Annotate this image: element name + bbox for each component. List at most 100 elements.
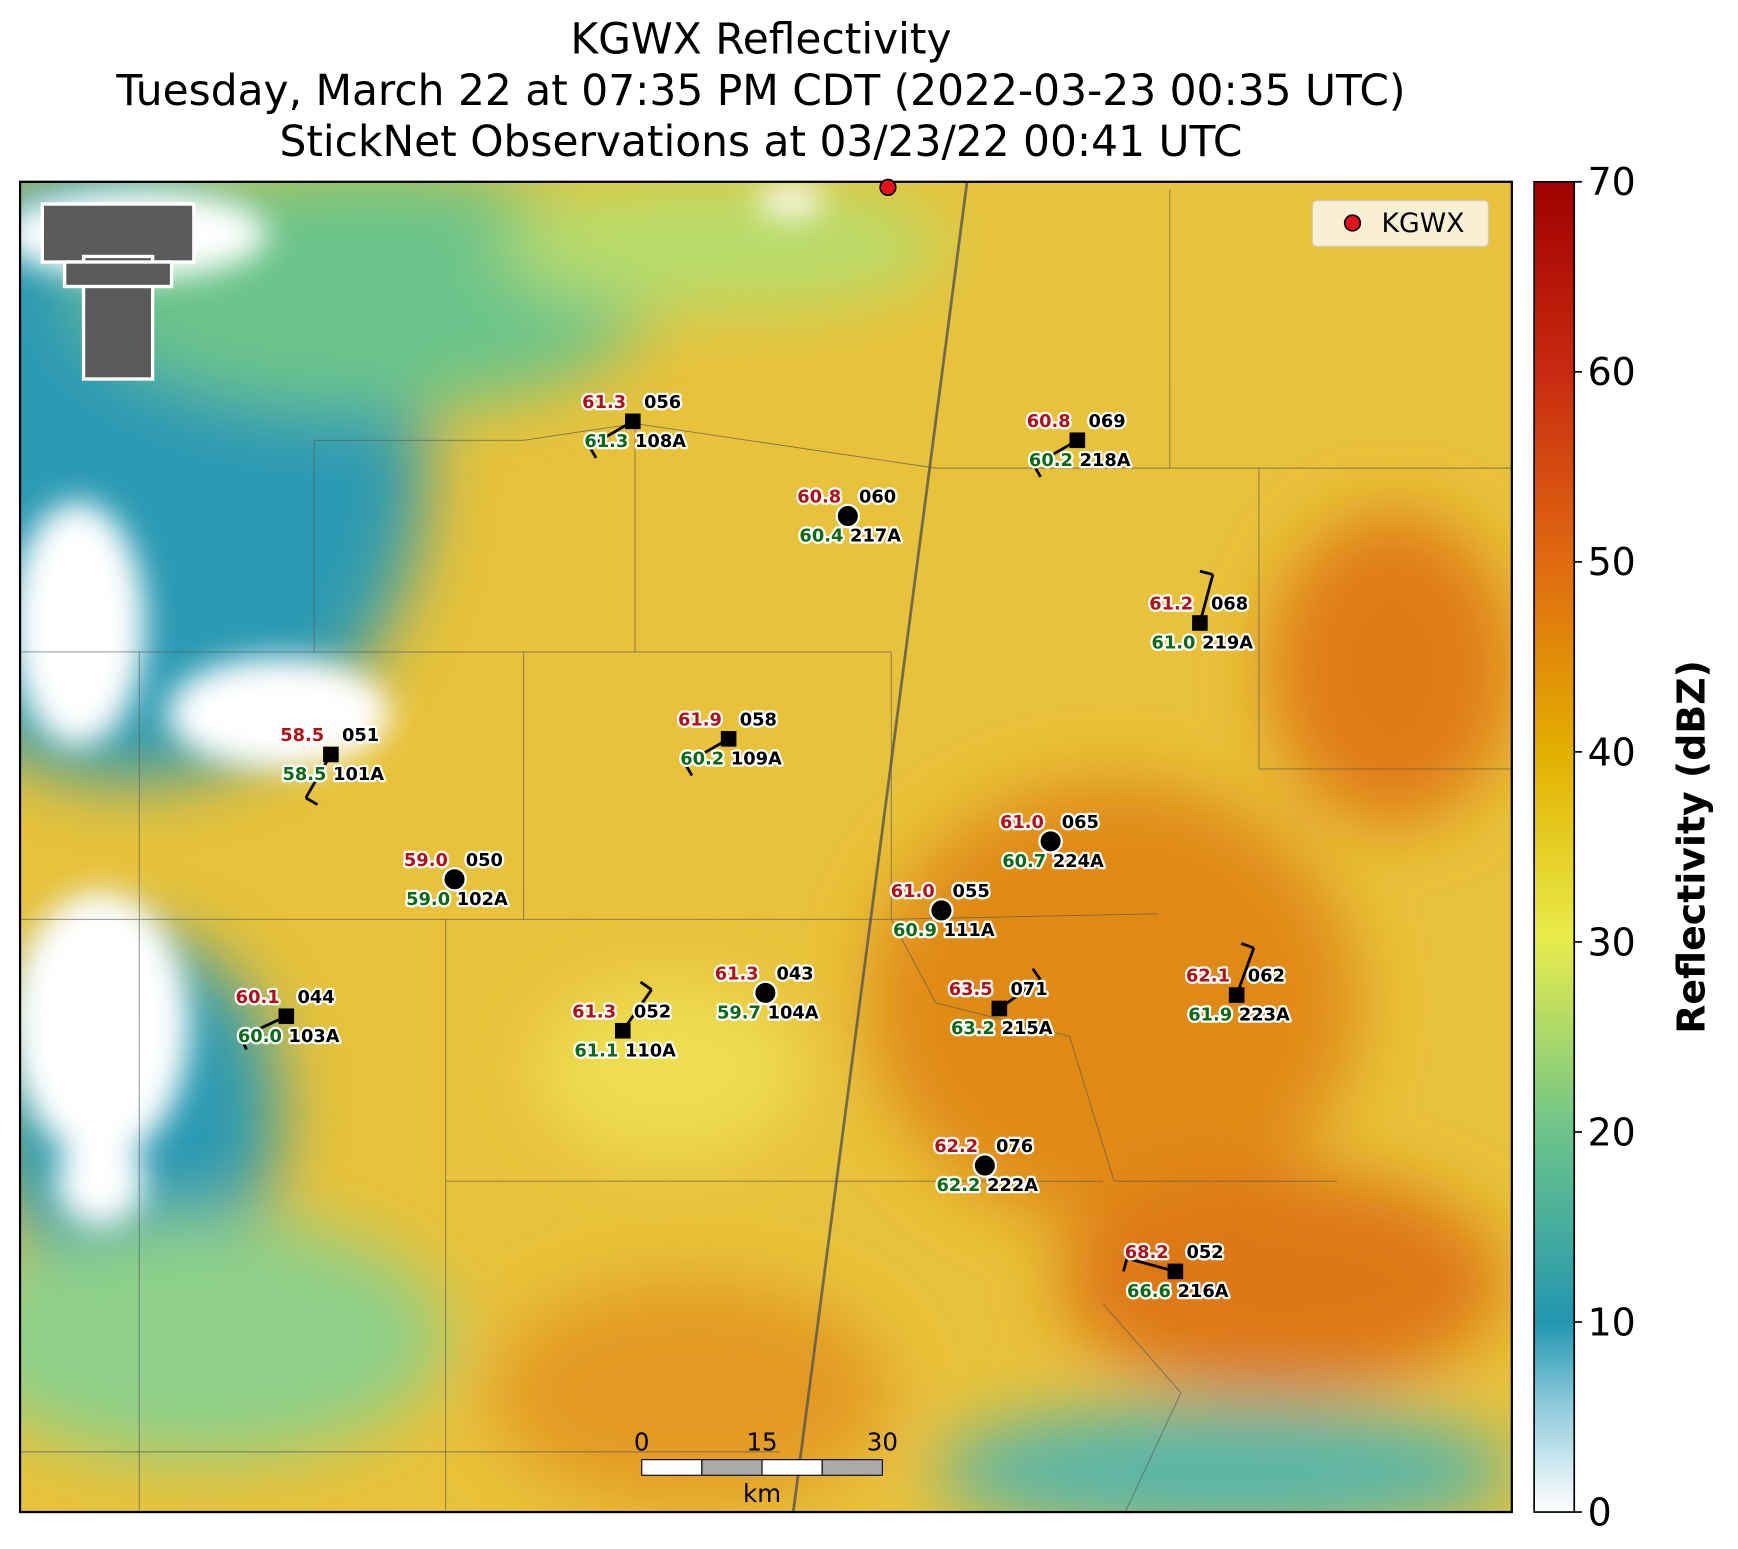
station: 61.9 058 60.2 109A: [676, 707, 784, 777]
dewpoint: 61.3: [584, 431, 628, 452]
dewpoint: 60.9: [893, 920, 937, 941]
title-line: StickNet Observations at 03/23/22 00:41 …: [279, 117, 1242, 166]
wind-barb-flag: [683, 763, 694, 777]
station-marker: [614, 1022, 631, 1039]
temperature: 58.5: [280, 725, 324, 746]
legend: KGWX: [1311, 200, 1489, 247]
scale-segment: [761, 1459, 823, 1476]
scale-tick-label: 15: [746, 1428, 777, 1457]
dewpoint: 59.0: [406, 889, 450, 910]
temperature: 60.1: [236, 987, 280, 1008]
dewpoint: 63.2: [951, 1018, 995, 1039]
colorbar-tick-label: 20: [1588, 1110, 1636, 1154]
wind-barb-flag: [588, 445, 598, 459]
station-id: 052: [1187, 1242, 1224, 1263]
station: 62.1 062 61.9 223A: [1184, 942, 1292, 1028]
temperature: 61.0: [1000, 812, 1044, 833]
dewpoint: 60.0: [238, 1026, 282, 1047]
station-marker: [1192, 615, 1208, 631]
dewpoint: 59.7: [717, 1002, 761, 1023]
scale-segment: [701, 1459, 763, 1476]
wind-barb-flag: [1032, 464, 1042, 478]
colorbar: Reflectivity (dBZ) 0 10 20 30 40 50 60 70: [1533, 160, 1714, 1534]
station-name: 224A: [1053, 851, 1104, 872]
station-marker: [753, 980, 778, 1006]
dewpoint: 60.7: [1002, 851, 1046, 872]
station-name: 111A: [944, 920, 995, 941]
station-id: 058: [740, 709, 777, 730]
dewpoint: 58.5: [282, 764, 326, 785]
temperature: 61.2: [1149, 594, 1193, 615]
temperature: 61.3: [582, 392, 626, 413]
station-marker: [278, 1008, 295, 1025]
no-echo-areas: [20, 185, 825, 1226]
temperature: 63.5: [949, 979, 993, 1000]
station-marker: [720, 731, 737, 747]
station-marker: [929, 898, 954, 923]
station-id: 052: [634, 1001, 671, 1022]
temperature: 60.8: [1027, 411, 1071, 432]
wind-barb-flag: [1199, 569, 1214, 576]
station-marker: [991, 1000, 1008, 1017]
station-id: 060: [859, 487, 896, 508]
station-marker: [1069, 432, 1086, 449]
station-marker: [1038, 829, 1063, 854]
station-name: 216A: [1178, 1281, 1229, 1302]
station-id: 065: [1062, 812, 1099, 833]
station: 61.0 055 60.9 111A: [889, 879, 998, 943]
station-marker: [835, 503, 861, 529]
colorbar-label: Reflectivity (dBZ): [1670, 660, 1714, 1034]
station: 62.2 076 62.2 222A: [932, 1134, 1041, 1198]
ttu-logo: [40, 202, 196, 381]
station-name: 108A: [635, 431, 686, 452]
colorbar-tick-label: 60: [1588, 350, 1636, 394]
station-name: 215A: [1002, 1018, 1053, 1039]
station-marker: [323, 746, 339, 763]
scale-tick-label: 0: [634, 1428, 650, 1457]
highway: [791, 181, 969, 1513]
dewpoint: 60.2: [1029, 450, 1073, 471]
dewpoint: 61.1: [574, 1040, 618, 1061]
colorbar-tick-label: 10: [1588, 1300, 1636, 1344]
temperature: 61.3: [572, 1001, 616, 1022]
colorbar-tick-label: 70: [1588, 160, 1636, 204]
temperature: 61.0: [891, 881, 935, 902]
colorbar-tick-label: 0: [1588, 1490, 1612, 1534]
station: 60.8 069 60.2 218A: [1024, 409, 1133, 478]
station-id: 055: [953, 881, 990, 902]
station-id: 068: [1211, 594, 1248, 615]
station: 61.3 043 59.7 104A: [713, 961, 822, 1025]
station-id: 050: [466, 850, 503, 871]
station: 63.5 071 63.2 215A: [946, 967, 1055, 1041]
title-line: Tuesday, March 22 at 07:35 PM CDT (2022-…: [115, 66, 1405, 115]
station-name: 109A: [731, 748, 782, 769]
station: 61.2 068 61.0 219A: [1147, 569, 1256, 656]
station-id: 044: [297, 987, 334, 1008]
wind-barb-flag: [639, 980, 653, 991]
dewpoint: 61.0: [1151, 633, 1195, 654]
wind-barb-flag: [305, 796, 319, 806]
legend-box: [1311, 200, 1489, 247]
station-name: 104A: [768, 1002, 819, 1023]
temperature: 61.9: [678, 709, 722, 730]
scale-tick-label: 30: [867, 1428, 898, 1457]
station-name: 110A: [625, 1040, 676, 1061]
station-marker: [972, 1153, 998, 1178]
station-name: 101A: [333, 764, 384, 785]
station-id: 076: [996, 1136, 1033, 1157]
scale-segment: [641, 1459, 703, 1476]
colorbar-tick-label: 50: [1588, 540, 1636, 584]
station-name: 222A: [987, 1175, 1038, 1196]
scale-segment: [821, 1459, 883, 1476]
station-name: 218A: [1080, 450, 1131, 471]
legend-label: KGWX: [1381, 208, 1464, 239]
radar-site: [879, 178, 897, 197]
station-id: 071: [1010, 979, 1047, 1000]
legend-marker: [1343, 214, 1362, 232]
colorbar-tick-label: 30: [1588, 920, 1636, 964]
scale-bar: 0 15 30 km: [634, 1428, 898, 1508]
station-name: 223A: [1239, 1005, 1290, 1026]
